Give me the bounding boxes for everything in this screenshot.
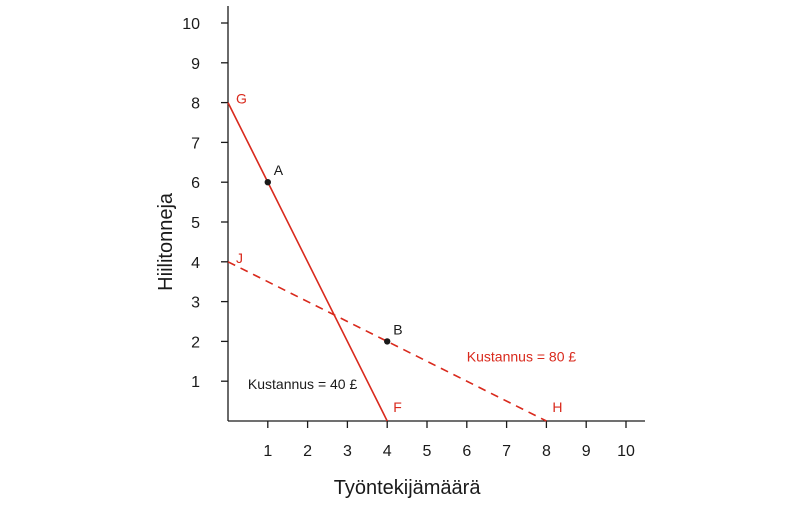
x-tick-label: 8: [542, 443, 551, 460]
x-tick-label: 5: [423, 443, 432, 460]
y-axis-title: Hiilitonneja: [155, 192, 177, 291]
point-A: [264, 179, 271, 186]
x-tick-label: 6: [462, 443, 471, 460]
y-tick-label: 7: [191, 135, 200, 152]
cost-annotation-1: Kustannus = 40 £: [248, 376, 358, 392]
series-lines: [227, 102, 547, 422]
y-tick-label: 10: [182, 16, 200, 33]
y-tick-label: 6: [191, 175, 200, 192]
x-tick-label: 3: [343, 443, 352, 460]
y-tick-label: 8: [191, 96, 200, 113]
y-tick-label: 9: [191, 56, 200, 73]
x-tick-label: 10: [617, 443, 635, 460]
point-label-A: A: [274, 162, 284, 178]
points: [264, 179, 391, 345]
labels: G F J H A B Kustannus = 40 £ Kustannus = 80 £: [236, 91, 576, 415]
axes: [227, 6, 645, 422]
end-label-H: H: [552, 399, 562, 415]
start-label-G: G: [236, 91, 247, 107]
x-tick-label: 7: [502, 443, 511, 460]
cost-annotation-2: Kustannus = 80 £: [467, 348, 577, 364]
x-tick-label: 1: [263, 443, 272, 460]
y-tick-label: 1: [191, 374, 200, 391]
x-axis-title: Työntekijämäärä: [334, 477, 482, 499]
y-tick-label: 2: [191, 334, 200, 351]
point-label-B: B: [393, 321, 402, 337]
y-tick-label: 3: [191, 295, 200, 312]
y-tick-label: 4: [191, 255, 200, 272]
x-tick-label: 9: [582, 443, 591, 460]
x-tick-label: 4: [383, 443, 392, 460]
x-tick-label: 2: [303, 443, 312, 460]
end-label-F: F: [393, 399, 402, 415]
series-line-1: [227, 102, 388, 422]
ticks: 1 2 3 4 5 6 7 8 9 10 1 2 3 4 5 6 7 8 9 10: [182, 16, 635, 460]
start-label-J: J: [236, 250, 243, 266]
y-tick-label: 5: [191, 215, 200, 232]
series-line-2: [227, 261, 547, 422]
point-B: [384, 338, 391, 345]
